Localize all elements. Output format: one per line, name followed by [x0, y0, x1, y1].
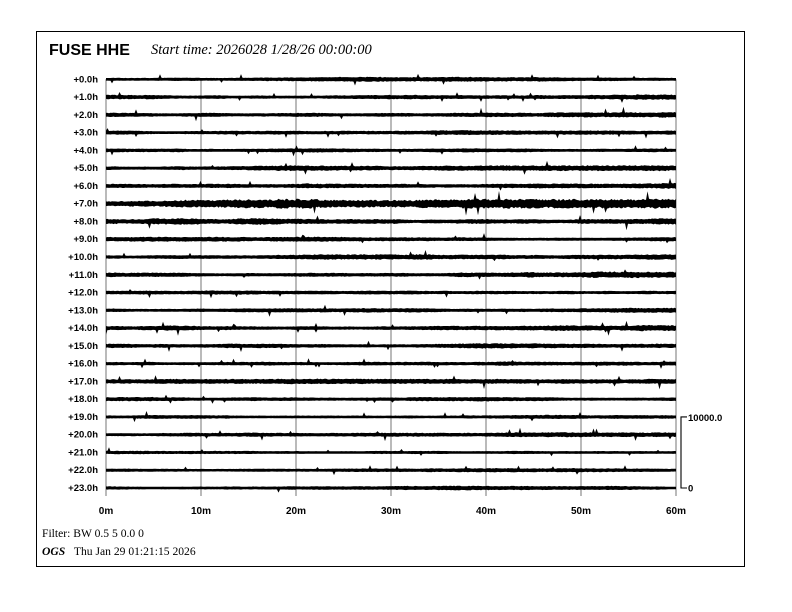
- svg-text:+21.0h: +21.0h: [68, 448, 98, 459]
- svg-text:+19.0h: +19.0h: [68, 412, 98, 423]
- svg-text:+16.0h: +16.0h: [68, 359, 98, 370]
- svg-text:+2.0h: +2.0h: [73, 110, 98, 121]
- svg-text:+11.0h: +11.0h: [69, 270, 99, 281]
- svg-text:+3.0h: +3.0h: [73, 128, 98, 139]
- svg-text:+20.0h: +20.0h: [68, 430, 98, 441]
- svg-text:+6.0h: +6.0h: [73, 181, 98, 192]
- svg-text:40m: 40m: [476, 506, 496, 517]
- svg-text:+4.0h: +4.0h: [73, 145, 98, 156]
- svg-text:+18.0h: +18.0h: [68, 394, 98, 405]
- svg-text:10m: 10m: [191, 506, 211, 517]
- svg-text:0m: 0m: [99, 506, 114, 517]
- svg-text:+5.0h: +5.0h: [73, 163, 98, 174]
- svg-text:30m: 30m: [381, 506, 401, 517]
- svg-text:+15.0h: +15.0h: [68, 341, 98, 352]
- svg-text:20m: 20m: [286, 506, 306, 517]
- svg-text:50m: 50m: [571, 506, 591, 517]
- svg-text:+17.0h: +17.0h: [68, 376, 98, 387]
- svg-text:+7.0h: +7.0h: [73, 199, 98, 210]
- svg-text:10000.0: 10000.0: [688, 413, 722, 424]
- svg-text:+14.0h: +14.0h: [68, 323, 98, 334]
- svg-text:+1.0h: +1.0h: [73, 92, 98, 103]
- svg-text:+10.0h: +10.0h: [68, 252, 98, 263]
- svg-text:+8.0h: +8.0h: [73, 217, 98, 228]
- svg-text:+23.0h: +23.0h: [68, 483, 98, 494]
- svg-text:+0.0h: +0.0h: [73, 74, 98, 85]
- svg-text:+22.0h: +22.0h: [68, 465, 98, 476]
- svg-text:+13.0h: +13.0h: [68, 305, 98, 316]
- svg-text:0: 0: [688, 484, 693, 495]
- svg-text:+12.0h: +12.0h: [68, 288, 98, 299]
- svg-text:60m: 60m: [666, 506, 686, 517]
- svg-text:+9.0h: +9.0h: [73, 234, 98, 245]
